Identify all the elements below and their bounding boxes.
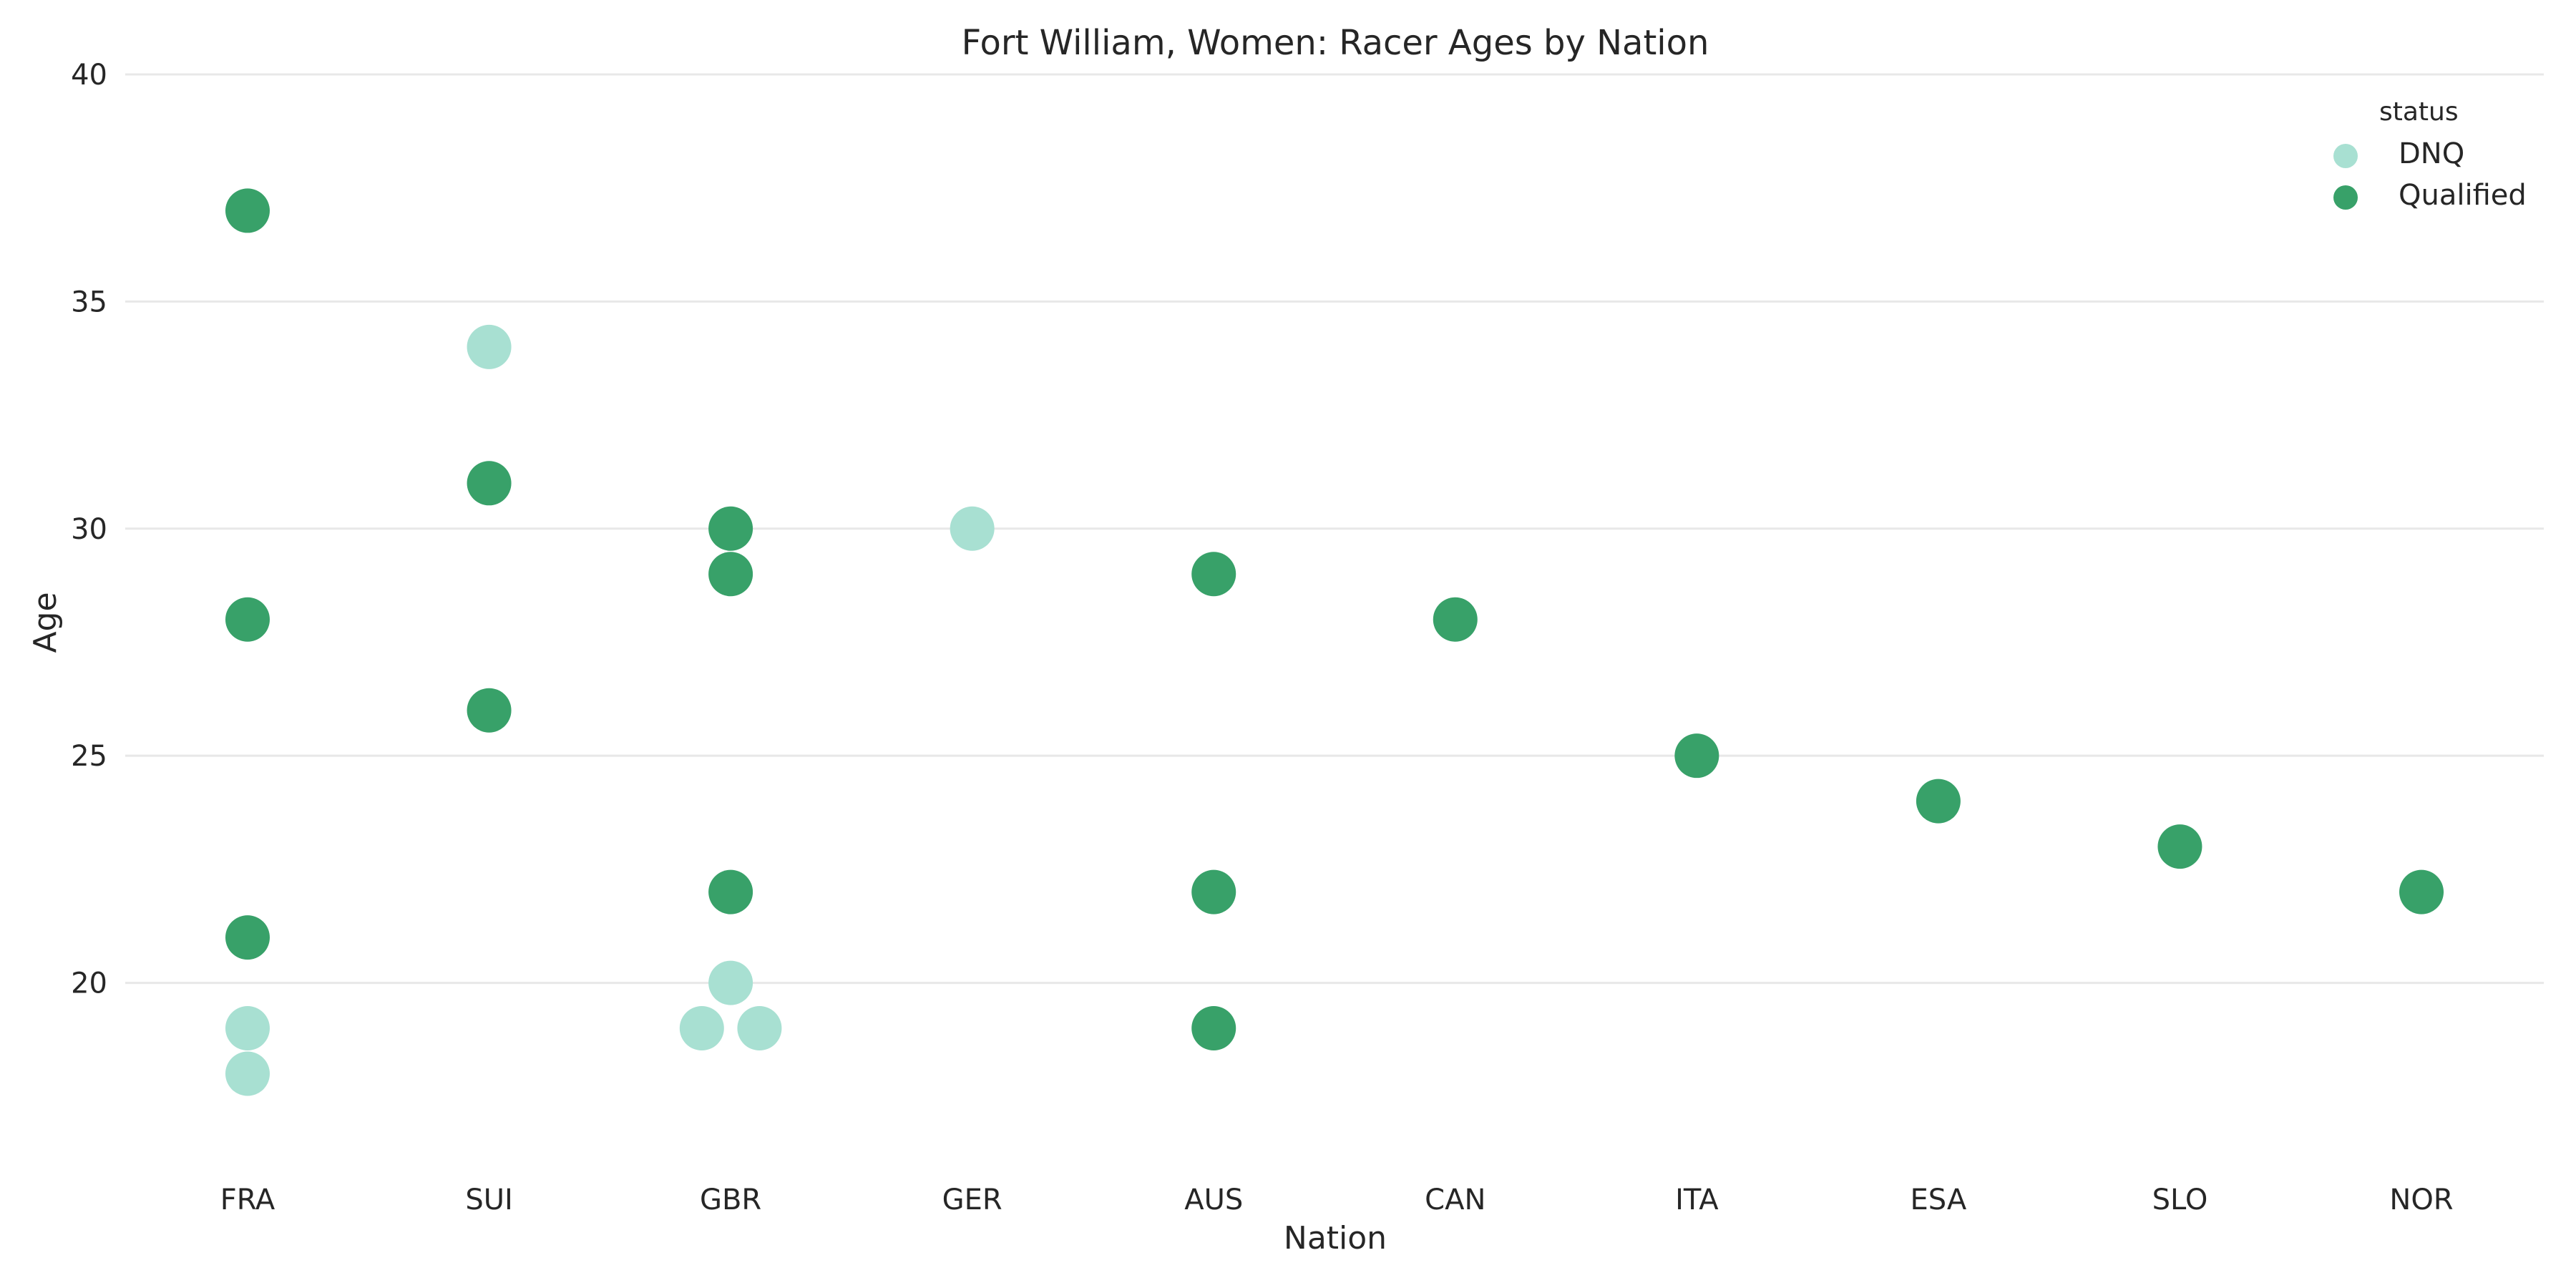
- legend-swatch-dnq: [2333, 144, 2358, 168]
- point-qualified-gbr-30: [708, 506, 753, 551]
- x-tick-label-can: CAN: [1425, 1184, 1485, 1216]
- point-qualified-aus-19: [1191, 1006, 1236, 1051]
- y-tick-label-40: 40: [71, 59, 107, 92]
- point-qualified-sui-26: [467, 688, 512, 733]
- point-qualified-fra-37: [225, 188, 270, 233]
- point-qualified-ita-25: [1674, 733, 1719, 779]
- x-tick-label-slo: SLO: [2152, 1184, 2208, 1216]
- legend-label-dnq: DNQ: [2399, 137, 2464, 170]
- data-points: [225, 188, 2444, 1096]
- x-tick-label-aus: AUS: [1184, 1184, 1243, 1216]
- point-qualified-gbr-29: [708, 552, 753, 597]
- point-qualified-gbr-22: [708, 869, 753, 914]
- legend: status DNQ Qualified: [2333, 97, 2527, 212]
- gridlines: [125, 73, 2544, 985]
- legend-swatch-qualified: [2333, 185, 2358, 210]
- y-tick-label-20: 20: [71, 967, 107, 1000]
- y-tick-label-30: 30: [71, 513, 107, 546]
- chart-title: Fort William, Women: Racer Ages by Natio…: [962, 23, 1709, 63]
- x-tick-label-esa: ESA: [1910, 1184, 1966, 1216]
- point-dnq-ger-30: [950, 506, 995, 551]
- x-tick-label-ger: GER: [942, 1184, 1002, 1216]
- point-dnq-fra-19: [225, 1006, 270, 1051]
- x-tick-label-gbr: GBR: [700, 1184, 761, 1216]
- legend-title: status: [2379, 97, 2459, 127]
- x-tick-label-fra: FRA: [220, 1184, 275, 1216]
- point-qualified-nor-22: [2399, 869, 2444, 914]
- point-dnq-fra-18: [225, 1051, 270, 1096]
- x-tick-label-nor: NOR: [2389, 1184, 2453, 1216]
- point-qualified-sui-31: [467, 461, 512, 506]
- y-tick-labels: 20 25 30 35 40: [71, 59, 107, 1000]
- point-dnq-gbr-19: [737, 1006, 782, 1051]
- point-qualified-fra-28: [225, 597, 270, 642]
- point-dnq-gbr-19: [679, 1006, 724, 1051]
- point-qualified-slo-23: [2157, 824, 2202, 869]
- x-axis-title: Nation: [1284, 1220, 1387, 1257]
- x-tick-label-ita: ITA: [1675, 1184, 1719, 1216]
- y-tick-label-35: 35: [71, 286, 107, 318]
- point-qualified-fra-21: [225, 915, 270, 960]
- x-tick-label-sui: SUI: [465, 1184, 512, 1216]
- point-dnq-gbr-20: [708, 960, 753, 1005]
- point-qualified-can-28: [1433, 597, 1478, 642]
- y-tick-label-25: 25: [71, 740, 107, 773]
- point-qualified-esa-24: [1916, 779, 1961, 824]
- point-qualified-aus-29: [1191, 552, 1236, 597]
- y-axis-title: Age: [27, 592, 64, 653]
- x-tick-labels: FRA SUI GBR GER AUS CAN ITA ESA SLO NOR: [220, 1184, 2454, 1216]
- point-qualified-aus-22: [1191, 869, 1236, 914]
- point-dnq-sui-34: [467, 324, 512, 369]
- legend-label-qualified: Qualified: [2399, 179, 2527, 212]
